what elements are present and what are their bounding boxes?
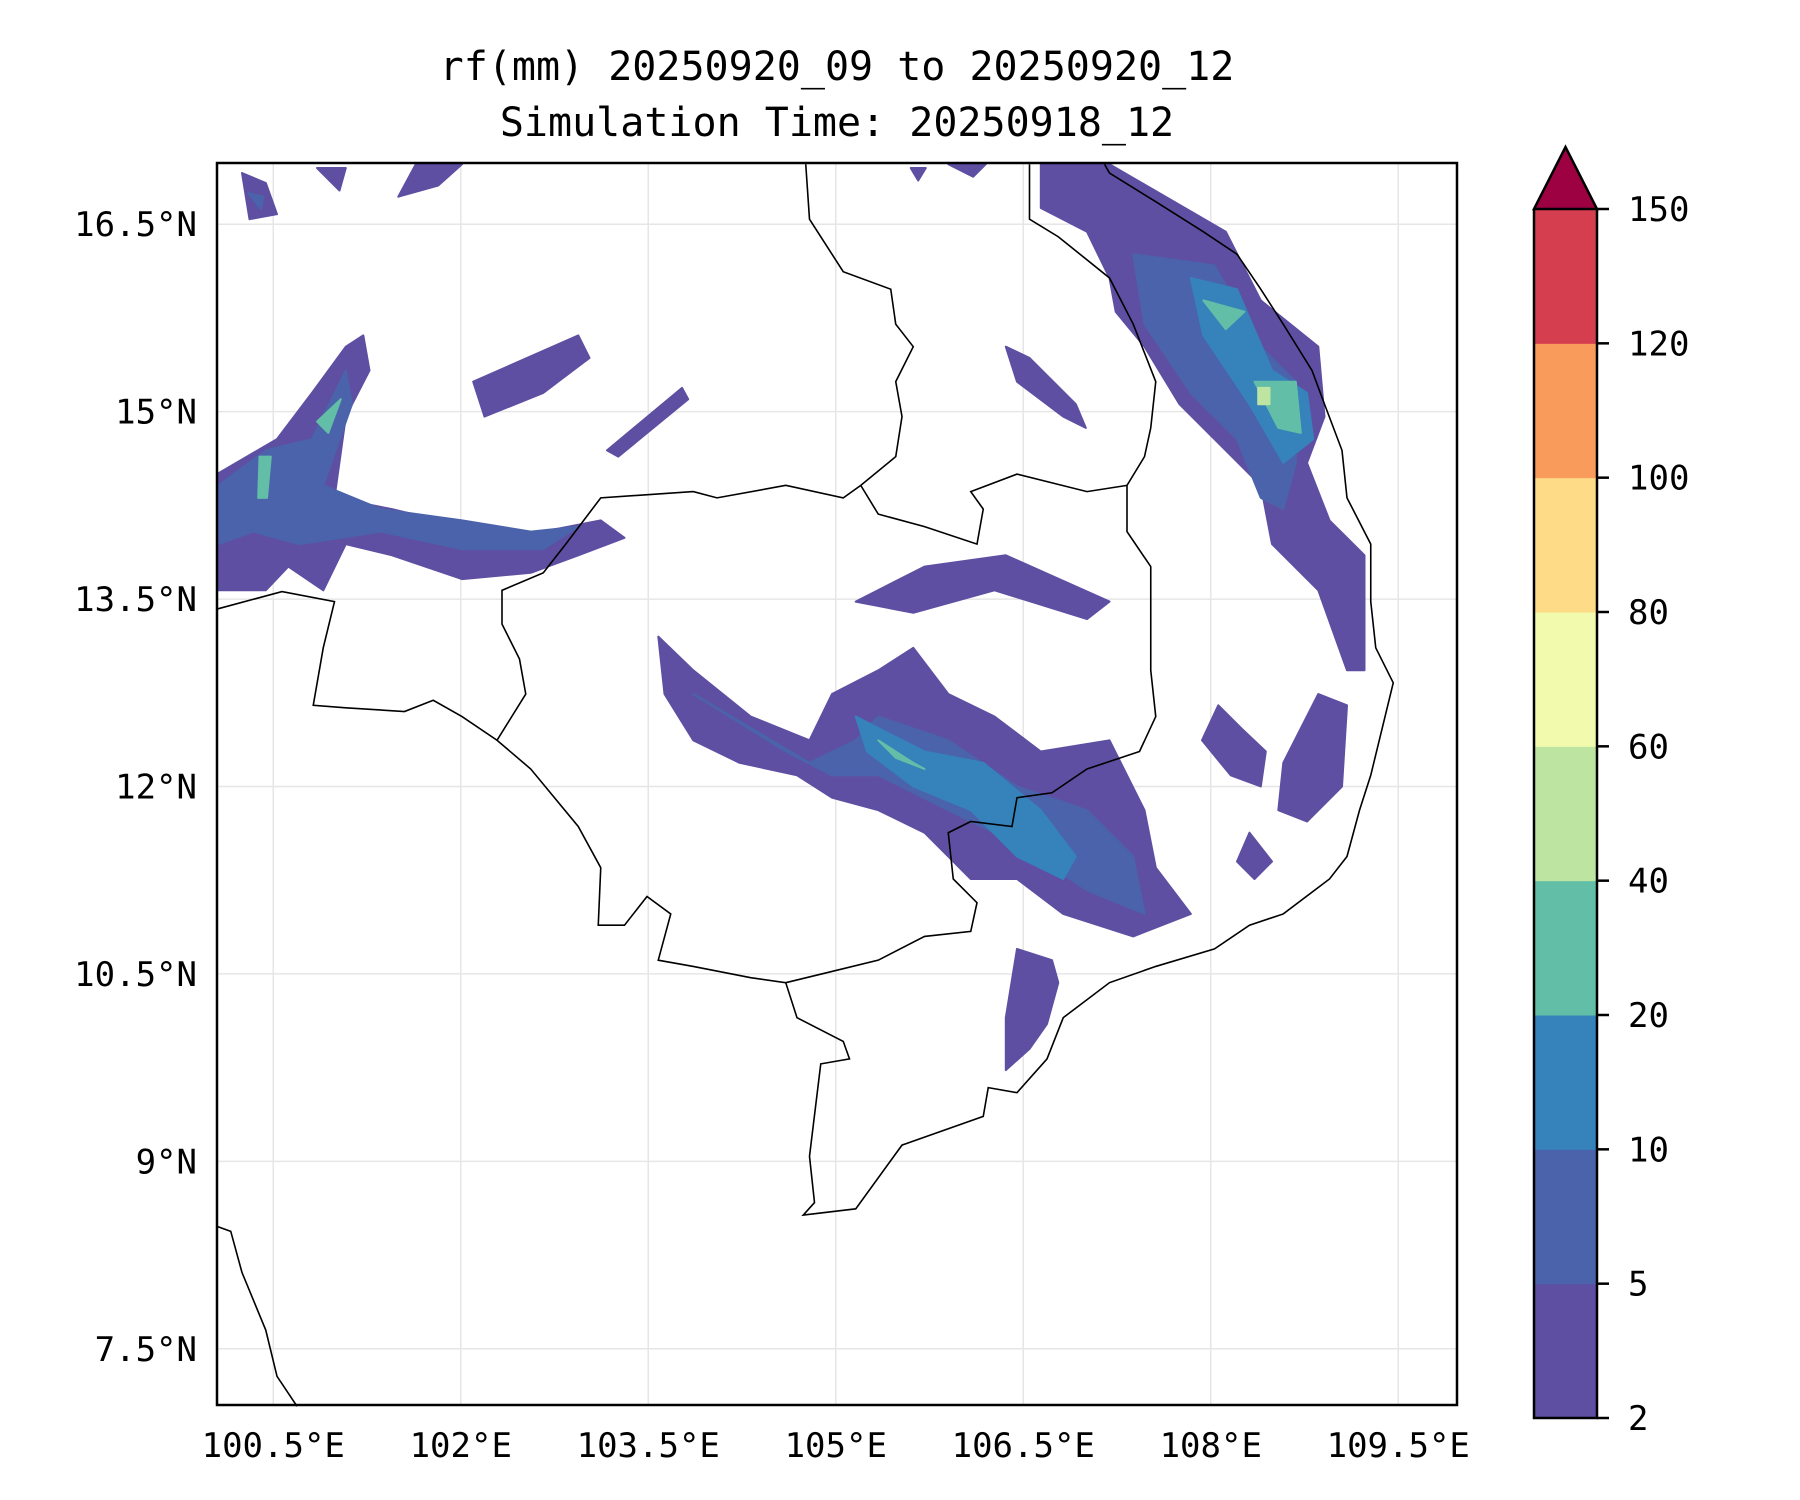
rain-region-level-0 bbox=[1039, 163, 1366, 672]
x-tick-label: 105°E bbox=[785, 1426, 887, 1466]
rain-region-level-2 bbox=[854, 715, 1077, 880]
country-border bbox=[1028, 164, 1157, 486]
colorbar-bin bbox=[1534, 209, 1597, 344]
chart-subtitle: Simulation Time: 20250918_12 bbox=[500, 100, 1174, 146]
colorbar-bin bbox=[1534, 1149, 1597, 1285]
rain-region-level-0 bbox=[1201, 704, 1267, 788]
x-tick-label: 106.5°E bbox=[952, 1426, 1095, 1466]
rain-region-level-0 bbox=[1277, 693, 1348, 823]
colorbar: 2 5 10 20 40 60 80 100 120 150 bbox=[1531, 144, 1689, 1439]
rain-region-level-3 bbox=[877, 739, 926, 770]
plot-frame bbox=[215, 161, 1459, 1407]
colorbar-bin bbox=[1534, 343, 1597, 479]
colorbar-tick-label: 20 bbox=[1628, 996, 1669, 1036]
x-tick-label: 103.5°E bbox=[577, 1426, 720, 1466]
y-tick-label: 10.5°N bbox=[74, 955, 197, 995]
colorbar-bin bbox=[1534, 477, 1597, 613]
colorbar-tick-label: 60 bbox=[1628, 727, 1669, 767]
colorbar-tick-label: 100 bbox=[1628, 459, 1689, 499]
colorbar-tick-label: 120 bbox=[1628, 324, 1689, 364]
rain-region-level-0 bbox=[1004, 345, 1087, 429]
colorbar-tick-label: 10 bbox=[1628, 1130, 1669, 1170]
colorbar-tick-label: 2 bbox=[1628, 1399, 1648, 1439]
colorbar-extend-arrow bbox=[1531, 144, 1600, 211]
rain-region-level-3 bbox=[257, 455, 272, 499]
colorbar-bin bbox=[1534, 880, 1597, 1016]
rain-region-level-1 bbox=[217, 369, 580, 551]
rain-region-level-0 bbox=[1236, 831, 1273, 880]
colorbar-tick-label: 150 bbox=[1628, 190, 1689, 230]
y-tick-label: 7.5°N bbox=[95, 1330, 197, 1370]
y-axis-tick-labels: 16.5°N 15°N 13.5°N 12°N 10.5°N 9°N 7.5°N bbox=[74, 205, 197, 1370]
colorbar-tick-label: 40 bbox=[1628, 862, 1669, 902]
y-tick-label: 12°N bbox=[115, 767, 197, 807]
colorbar-tick-label: 5 bbox=[1628, 1265, 1648, 1305]
x-tick-label: 100.5°E bbox=[202, 1426, 345, 1466]
rain-region-level-0 bbox=[909, 167, 927, 182]
country-border bbox=[496, 484, 862, 741]
y-tick-label: 13.5°N bbox=[74, 580, 197, 620]
rain-region-level-0 bbox=[1004, 947, 1060, 1072]
rain-region-level-3 bbox=[1202, 299, 1246, 331]
country-border bbox=[860, 473, 1128, 546]
y-tick-label: 15°N bbox=[115, 393, 197, 433]
coastlines-and-borders bbox=[216, 163, 1395, 1407]
rain-region-level-1 bbox=[247, 192, 265, 211]
rain-region-level-0 bbox=[947, 163, 987, 178]
chart-title: rf(mm) 20250920_09 to 20250920_12 bbox=[440, 44, 1235, 90]
colorbar-bin bbox=[1534, 746, 1597, 882]
rain-region-level-3 bbox=[316, 398, 342, 434]
rain-region-level-0 bbox=[316, 167, 347, 192]
x-tick-label: 109.5°E bbox=[1327, 1426, 1470, 1466]
x-tick-label: 108°E bbox=[1160, 1426, 1262, 1466]
colorbar-bin bbox=[1534, 1283, 1597, 1419]
colorbar-bin bbox=[1534, 612, 1597, 747]
rain-region-level-0 bbox=[472, 334, 591, 418]
rain-region-level-4 bbox=[1257, 386, 1271, 406]
colorbar-tick-label: 80 bbox=[1628, 593, 1669, 633]
country-border bbox=[785, 485, 1157, 984]
coastline bbox=[216, 163, 1395, 1217]
coastline bbox=[216, 1225, 298, 1407]
rain-contours bbox=[216, 163, 1366, 1072]
rain-region-level-0 bbox=[606, 386, 690, 458]
colorbar-outline bbox=[1532, 209, 1599, 1420]
x-axis-tick-labels: 100.5°E 102°E 103.5°E 105°E 106.5°E 108°E 109.… bbox=[202, 1426, 1470, 1466]
x-tick-label: 102°E bbox=[410, 1426, 512, 1466]
colorbar-bin bbox=[1534, 1015, 1597, 1150]
y-tick-label: 9°N bbox=[136, 1142, 197, 1182]
rain-region-level-0 bbox=[397, 163, 463, 198]
y-tick-label: 16.5°N bbox=[74, 205, 197, 245]
rain-region-level-0 bbox=[854, 554, 1111, 621]
country-border bbox=[804, 164, 915, 486]
